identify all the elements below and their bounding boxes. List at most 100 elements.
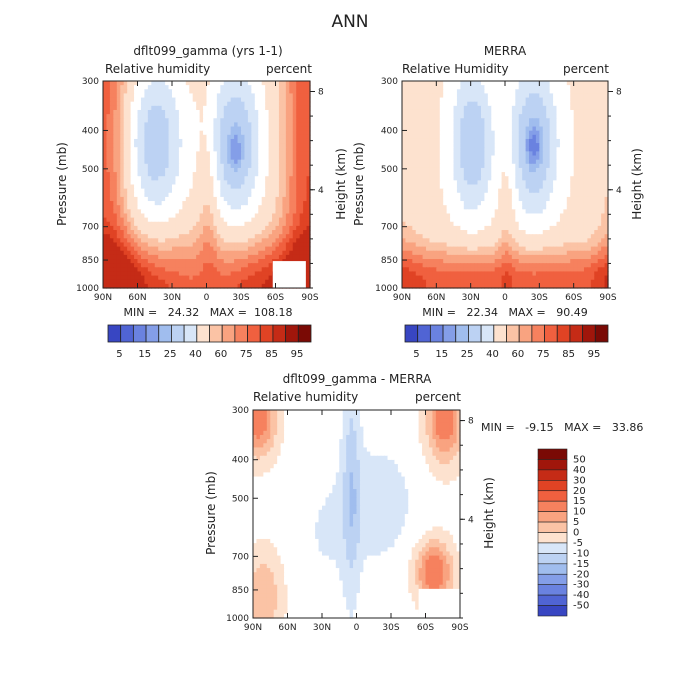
heatmap-cell [601,180,606,186]
heatmap-cell [165,201,170,206]
heatmap-cell [477,176,482,181]
heatmap-cell [429,151,434,157]
heatmap-cell [103,250,108,256]
heatmap-cell [230,109,235,115]
heatmap-cell [542,130,547,136]
heatmap-cell [299,89,304,95]
heatmap-cell [282,126,287,132]
heatmap-cell [289,89,294,95]
heatmap-cell [230,122,235,128]
heatmap-cell [525,85,530,90]
heatmap-cell [127,279,132,285]
heatmap-cell [196,217,201,223]
heatmap-cell [587,81,592,86]
heatmap-cell [223,271,228,277]
heatmap-cell [147,201,152,206]
heatmap-cell [209,93,214,99]
heatmap-cell [247,234,252,239]
heatmap-cell [426,101,431,107]
heatmap-cell [199,275,204,281]
heatmap-cell [563,209,568,215]
heatmap-cell [456,201,461,206]
heatmap-cell [539,105,544,111]
heatmap-cell [446,159,451,165]
heatmap-cell [566,159,571,165]
heatmap-cell [306,279,311,285]
heatmap-cell [134,184,139,190]
heatmap-cell [501,118,506,123]
heatmap-cell [285,230,290,235]
heatmap-cell [109,217,114,223]
heatmap-cell [587,159,592,165]
heatmap-cell [299,147,304,152]
heatmap-cell [261,275,266,281]
heatmap-cell [261,138,266,144]
heatmap-cell [137,118,142,123]
heatmap-cell [525,155,530,161]
heatmap-cell [172,163,177,169]
heatmap-cell [282,155,287,161]
heatmap-cell [546,105,551,111]
heatmap-cell [251,126,256,132]
heatmap-cell [120,196,125,202]
heatmap-cell [272,217,277,223]
heatmap-cell [460,134,465,140]
heatmap-cell [402,109,407,115]
heatmap-cell [436,105,441,111]
heatmap-cell [268,176,273,181]
heatmap-cell [203,192,208,198]
heatmap-cell [213,118,218,123]
heatmap-cell [196,279,201,285]
heatmap-cell [525,118,530,123]
heatmap-cell [539,89,544,95]
heatmap-cell [272,151,277,157]
heatmap-cell [285,176,290,181]
heatmap-cell [182,101,187,107]
heatmap-cell [450,101,455,107]
heatmap-cell [120,151,125,157]
heatmap-cell [285,238,290,244]
heatmap-cell [244,101,249,107]
heatmap-cell [258,138,263,144]
heatmap-cell [175,267,180,273]
heatmap-cell [460,97,465,103]
heatmap-cell [189,89,194,95]
heatmap-cell [151,230,156,235]
heatmap-cell [275,101,280,107]
heatmap-cell [147,283,152,289]
heatmap-cell [587,184,592,190]
heatmap-cell [216,159,221,165]
heatmap-cell [237,105,242,111]
heatmap-cell [470,81,475,86]
heatmap-cell [265,259,270,264]
heatmap-cell [158,159,163,165]
heatmap-cell [206,271,211,277]
heatmap-cell [203,271,208,277]
heatmap-cell [130,126,135,132]
heatmap-cell [278,81,283,86]
heatmap-cell [144,254,149,260]
heatmap-cell [140,176,145,181]
heatmap-cell [175,205,180,210]
heatmap-cell [518,209,523,215]
heatmap-cell [522,172,527,177]
heatmap-cell [597,143,602,148]
heatmap-cell [182,201,187,206]
heatmap-cell [594,151,599,157]
heatmap-cell [518,205,523,210]
heatmap-cell [570,138,575,144]
heatmap-cell [165,118,170,123]
heatmap-cell [113,134,118,140]
heatmap-cell [241,176,246,181]
heatmap-cell [570,85,575,90]
heatmap-cell [508,130,513,136]
heatmap-cell [268,138,273,144]
heatmap-cell [529,176,534,181]
heatmap-cell [501,126,506,132]
heatmap-cell [161,221,166,227]
colorbar-swatch [209,324,223,343]
heatmap-cell [178,93,183,99]
heatmap-cell [508,147,513,152]
heatmap-cell [144,259,149,264]
heatmap-cell [230,250,235,256]
